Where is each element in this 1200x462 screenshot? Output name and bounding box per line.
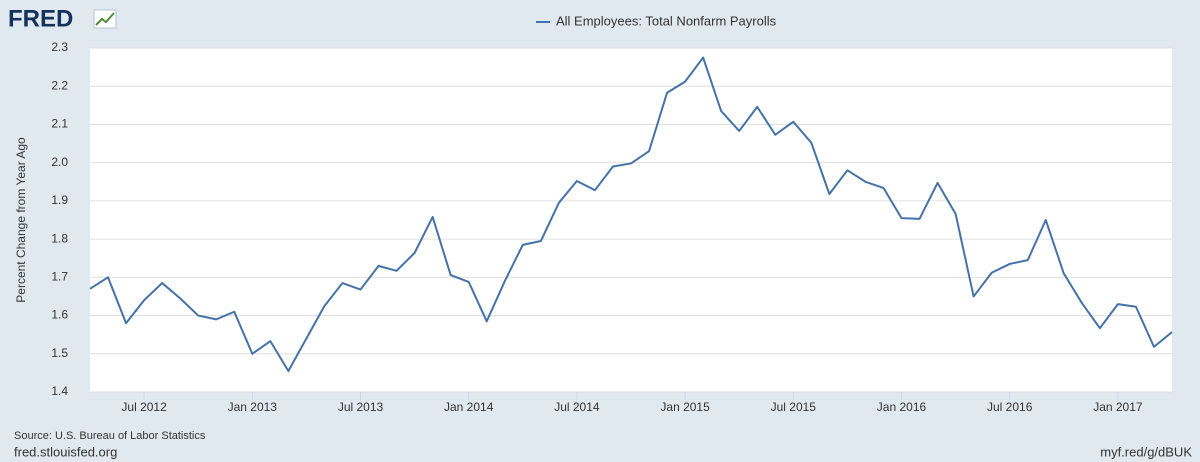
logo-icon (93, 9, 117, 29)
y-tick-label: 2.3 (51, 40, 68, 54)
x-tick-label: Jul 2012 (121, 400, 167, 414)
x-tick-label: Jan 2017 (1093, 400, 1143, 414)
y-tick-label: 1.8 (51, 231, 68, 245)
y-tick-label: 2.0 (51, 155, 68, 169)
y-tick-label: 1.5 (51, 346, 68, 360)
source: Source: U.S. Bureau of Labor Statistics (14, 430, 206, 442)
legend-label: All Employees: Total Nonfarm Payrolls (556, 13, 777, 28)
logo: FRED (8, 5, 73, 32)
x-tick-label: Jul 2016 (987, 400, 1033, 414)
y-tick-label: 1.4 (51, 384, 68, 398)
series-line (89, 56, 1173, 372)
y-tick-label: 1.9 (51, 193, 68, 207)
x-tick-label: Jan 2014 (444, 400, 494, 414)
y-tick-label: 1.7 (51, 270, 68, 284)
x-tick-label: Jan 2016 (877, 400, 927, 414)
y-axis-label: Percent Change from Year Ago (14, 137, 28, 303)
x-tick-label: Jul 2015 (771, 400, 817, 414)
y-tick-label: 2.1 (51, 117, 68, 131)
x-tick-label: Jul 2014 (554, 400, 600, 414)
x-tick-label: Jan 2015 (660, 400, 710, 414)
y-tick-label: 2.2 (51, 78, 68, 92)
y-tick-label: 1.6 (51, 308, 68, 322)
site: fred.stlouisfed.org (14, 444, 117, 459)
plot-area (90, 48, 1172, 392)
link: myf.red/g/dBUK (1100, 444, 1192, 459)
x-tick-label: Jan 2013 (228, 400, 278, 414)
x-tick-label: Jul 2013 (338, 400, 384, 414)
